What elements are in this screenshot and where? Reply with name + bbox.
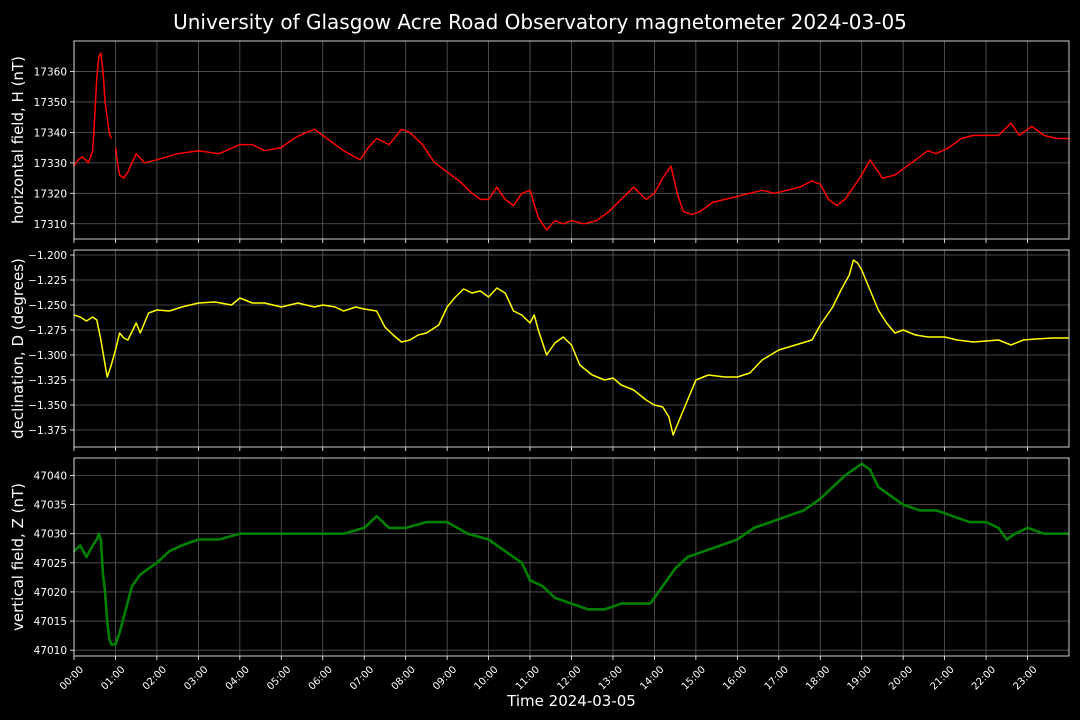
- x-tick-label: 22:00: [970, 664, 998, 692]
- y-axis-label: declination, D (degrees): [9, 258, 27, 439]
- x-tick-label: 01:00: [99, 664, 127, 692]
- y-tick-label: −1.350: [28, 400, 67, 412]
- x-tick-label: 00:00: [58, 664, 86, 692]
- x-tick-label: 10:00: [472, 664, 500, 692]
- x-tick-label: 23:00: [1011, 664, 1039, 692]
- x-tick-label: 07:00: [348, 664, 376, 692]
- x-tick-label: 15:00: [680, 664, 708, 692]
- axes-frame: [73, 40, 1070, 240]
- y-tick-label: 47040: [34, 470, 67, 482]
- x-tick-label: 21:00: [929, 664, 957, 692]
- x-tick-label: 20:00: [887, 664, 915, 692]
- x-tick-label: 18:00: [804, 664, 832, 692]
- x-tick-label: 03:00: [182, 664, 210, 692]
- y-tick-label: 17330: [34, 158, 67, 170]
- y-tick-label: −1.225: [28, 275, 67, 287]
- axes-frame: [73, 457, 1070, 657]
- x-tick-label: 17:00: [763, 664, 791, 692]
- x-tick-label: 08:00: [390, 664, 418, 692]
- y-tick-label: 47020: [34, 587, 67, 599]
- y-tick-label: −1.275: [28, 325, 67, 337]
- x-axis-label: Time 2024-03-05: [506, 692, 636, 710]
- axes-frame: [73, 249, 1070, 448]
- data-series-line: [73, 259, 1069, 436]
- panel-1: 17310 17320 17330 17340 17350 17360 horizontal…: [9, 40, 1070, 243]
- x-tick-label: 13:00: [597, 664, 625, 692]
- y-tick-label: −1.375: [28, 425, 67, 437]
- y-axis-label: vertical field, Z (nT): [9, 483, 27, 631]
- x-tick-label: 19:00: [846, 664, 874, 692]
- y-tick-label: −1.300: [28, 350, 67, 362]
- panel-2: −1.375 −1.350 −1.325 −1.300 −1.275 −1.250 −1.2…: [9, 249, 1070, 451]
- y-tick-label: 17340: [34, 127, 67, 139]
- x-tick-label: 05:00: [265, 664, 293, 692]
- x-tick-label: 14:00: [638, 664, 666, 692]
- y-tick-label: 17310: [34, 219, 67, 231]
- data-series-line: [73, 52, 1069, 231]
- x-tick-label: 11:00: [514, 664, 542, 692]
- y-tick-label: −1.250: [28, 300, 67, 312]
- y-tick-label: −1.200: [28, 250, 67, 262]
- y-tick-label: −1.325: [28, 375, 67, 387]
- x-tick-label: 02:00: [141, 664, 169, 692]
- y-tick-label: 17360: [34, 66, 67, 78]
- x-tick-label: 04:00: [224, 664, 252, 692]
- y-tick-label: 47015: [34, 616, 67, 628]
- y-tick-label: 17350: [34, 97, 67, 109]
- panel-3: 47010 47015 47020 47025 47030 47035 47040 verti…: [9, 457, 1070, 710]
- y-tick-label: 47030: [34, 529, 67, 541]
- data-series-line: [73, 462, 1069, 646]
- y-tick-label: 17320: [34, 188, 67, 200]
- x-tick-label: 06:00: [307, 664, 335, 692]
- y-tick-label: 47035: [34, 500, 67, 512]
- x-tick-label: 16:00: [721, 664, 749, 692]
- y-tick-label: 47010: [34, 645, 67, 657]
- y-tick-label: 47025: [34, 558, 67, 570]
- x-tick-label: 12:00: [555, 664, 583, 692]
- y-axis-label: horizontal field, H (nT): [9, 56, 27, 224]
- x-tick-label: 09:00: [431, 664, 459, 692]
- chart-title: University of Glasgow Acre Road Observat…: [173, 10, 907, 34]
